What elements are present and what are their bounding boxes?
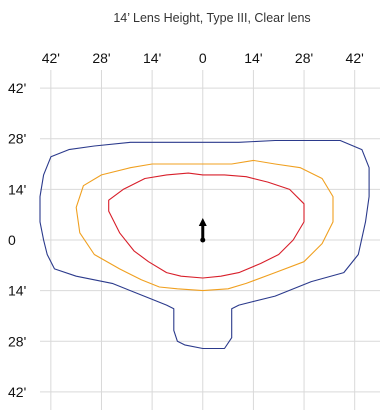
- contour-line-1: [75, 159, 334, 292]
- contour-line-2: [108, 172, 305, 279]
- marker-layer: [198, 218, 207, 243]
- y-tick-label-1: 28': [8, 131, 26, 147]
- y-tick-label-0: 42': [8, 80, 26, 96]
- x-tick-label-3: 0: [199, 50, 207, 66]
- x-tick-label-4: 14': [244, 50, 262, 66]
- y-tick-label-5: 28': [8, 333, 26, 349]
- x-tick-label-2: 14': [143, 50, 161, 66]
- contour-line-0: [39, 139, 370, 350]
- y-tick-label-2: 14': [8, 181, 26, 197]
- x-tick-label-5: 28': [295, 50, 313, 66]
- grid-layer: [40, 70, 380, 410]
- y-tick-label-4: 14': [8, 283, 26, 299]
- x-tick-label-0: 42': [42, 50, 60, 66]
- x-tick-label-6: 42': [346, 50, 364, 66]
- x-tick-label-1: 28': [92, 50, 110, 66]
- luminaire-arrow-icon: [198, 218, 207, 243]
- tick-label-layer: 42' 28' 14' 0 14' 28' 42' 42' 28' 14' 0 14' 28' 42': [8, 50, 364, 400]
- y-tick-label-6: 42': [8, 384, 26, 400]
- contour-layer: [39, 139, 370, 350]
- chart-title: 14’ Lens Height, Type III, Clear lens: [113, 11, 310, 25]
- y-tick-label-3: 0: [8, 232, 16, 248]
